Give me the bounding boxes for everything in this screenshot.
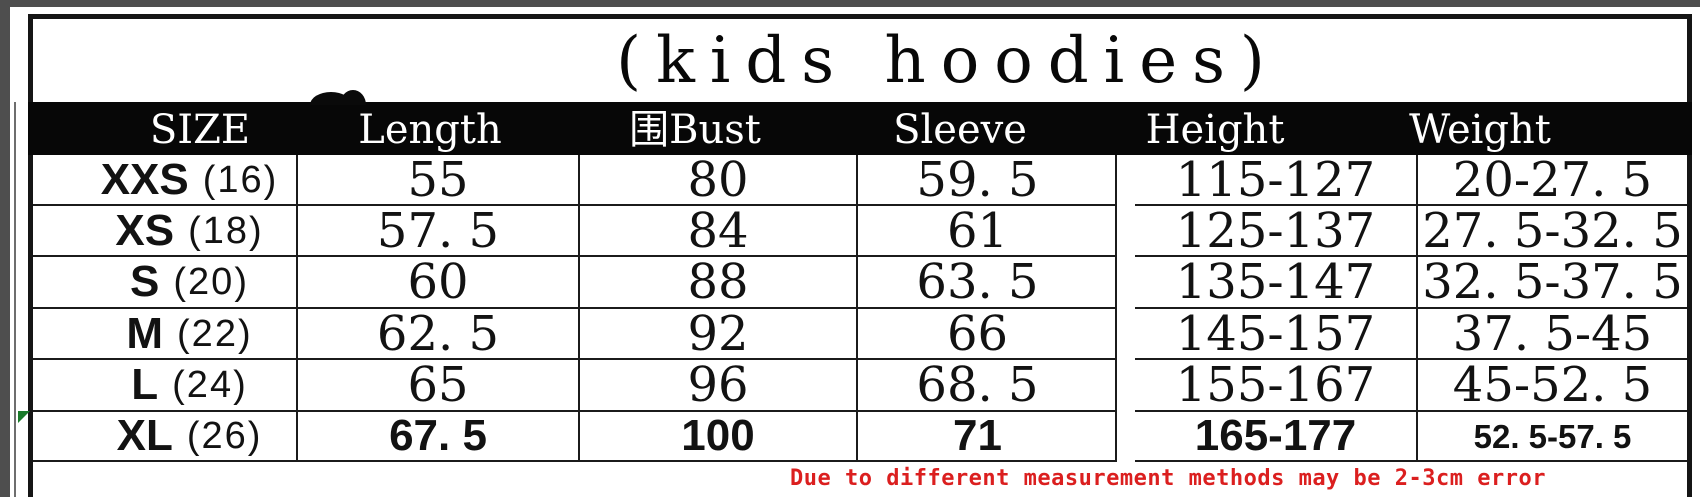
size-cell: S (20) (33, 257, 298, 309)
weight-cell: 27. 5-32. 5 (1418, 206, 1687, 257)
column-header-size: SIZE (149, 107, 251, 153)
weight-cell: 52. 5-57. 5 (1418, 412, 1687, 462)
size-cell: L (24) (33, 360, 298, 412)
size-alt-number: (22) (177, 312, 253, 355)
size-code: XS (115, 205, 175, 255)
table-header-bar: SIZE Length 围Bust Sleeve Height Weight (28, 102, 1692, 155)
scan-line-artifact (14, 102, 16, 497)
height-cell: 155-167 (1135, 360, 1418, 412)
size-alt-number: (26) (186, 415, 263, 457)
size-cell: M (22) (33, 309, 298, 360)
height-cell: 145-157 (1135, 309, 1418, 360)
size-alt-number: (16) (202, 158, 279, 201)
column-header-sleeve: Sleeve (893, 107, 1027, 153)
sleeve-cell: 63. 5 (840, 257, 1117, 309)
bust-cell: 100 (580, 412, 858, 462)
column-header-length: Length (358, 107, 502, 153)
ink-smudge (340, 90, 366, 105)
height-cell: 165-177 (1135, 412, 1418, 462)
sleeve-cell: 61 (840, 206, 1117, 257)
length-cell: 57. 5 (298, 206, 580, 257)
sleeve-cell: 66 (840, 309, 1117, 360)
height-cell: 125-137 (1135, 206, 1418, 257)
sleeve-cell: 59. 5 (840, 155, 1117, 206)
scan-edge-top (0, 0, 1700, 7)
bust-cell: 92 (580, 309, 858, 360)
column-header-bust: 围Bust (629, 107, 761, 153)
measurement-note: Due to different measurement methods may… (790, 466, 1546, 491)
size-alt-number: (18) (188, 209, 264, 252)
size-code: XXS (100, 154, 189, 204)
column-header-weight: Weight (1409, 107, 1551, 153)
weight-cell: 32. 5-37. 5 (1418, 257, 1687, 309)
height-cell: 135-147 (1135, 257, 1418, 309)
weight-cell: 37. 5-45 (1418, 309, 1687, 360)
sleeve-cell: 68. 5 (840, 360, 1117, 412)
table-frame (28, 14, 1692, 497)
length-cell: 55 (298, 155, 580, 206)
length-cell: 67. 5 (298, 412, 580, 462)
bust-cell: 80 (580, 155, 858, 206)
height-cell: 115-127 (1135, 155, 1418, 206)
size-cell: XXS (16) (33, 155, 298, 206)
size-code: S (130, 257, 160, 306)
page-title: (kids hoodies) (616, 24, 1280, 98)
size-alt-number: (20) (173, 261, 249, 303)
size-cell: XS (18) (33, 206, 298, 257)
size-cell: XL (26) (33, 412, 298, 462)
bust-cell: 88 (580, 257, 858, 309)
length-cell: 60 (298, 257, 580, 309)
length-cell: 62. 5 (298, 309, 580, 360)
bust-cell: 96 (580, 360, 858, 412)
green-corner-artifact (18, 411, 30, 423)
weight-cell: 20-27. 5 (1418, 155, 1687, 206)
size-code: XL (116, 411, 173, 460)
scan-edge-left (0, 0, 10, 497)
length-cell: 65 (298, 360, 580, 412)
bust-cell: 84 (580, 206, 858, 257)
column-header-height: Height (1145, 107, 1285, 153)
size-table-body: XXS (16) 55 80 59. 5 115-127 20-27. 5 XS (18) 57.… (33, 155, 1687, 462)
size-code: M (126, 308, 164, 358)
size-alt-number: (24) (172, 364, 248, 406)
size-code: L (131, 360, 159, 409)
weight-cell: 45-52. 5 (1418, 360, 1687, 412)
sleeve-cell: 71 (840, 412, 1117, 462)
